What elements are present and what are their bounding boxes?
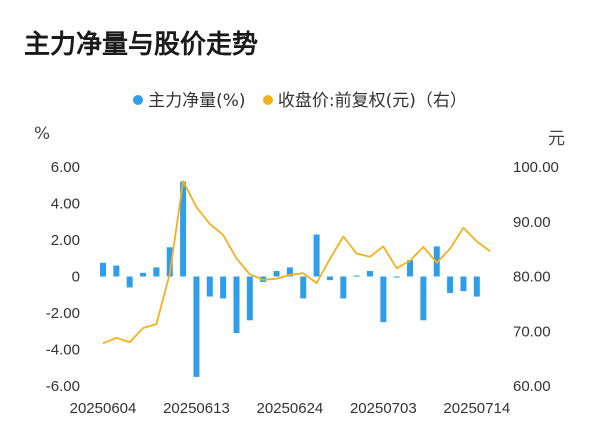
line-close-price [102,180,491,345]
bar-main-force [126,276,133,288]
legend-line-swatch [262,95,273,105]
bar-main-force [180,181,187,277]
y-right-tick-label: 80.00 [513,269,551,286]
x-tick-label: 20250703 [350,400,417,417]
y-left-tick-label: 0 [72,269,80,286]
y-left-tick-label: 4.00 [51,196,80,213]
y-right-tick-label: 70.00 [513,323,551,340]
y-left-tick-label: -6.00 [46,378,80,395]
bar-main-force [393,276,400,278]
bar-main-force [447,276,454,293]
y-right-tick-label: 90.00 [513,214,551,231]
legend-bar-swatch [133,95,144,105]
chart-legend: 主力净量(%) 收盘价:前复权(元)（右） [0,86,600,111]
legend-item-close-price: 收盘价:前复权(元)（右） [262,86,467,111]
y-left-tick-label: -4.00 [46,342,80,359]
bar-main-force [300,276,307,299]
y-left-tick-label: -2.00 [46,305,80,322]
y-right-tick-label: 100.00 [513,159,559,176]
bar-main-force [273,271,280,277]
bar-main-force [100,262,106,277]
bar-main-force [473,276,480,297]
x-tick-label: 20250714 [443,400,510,417]
y-left-tick-label: 2.00 [51,232,80,249]
x-tick-label: 20250613 [163,400,230,417]
bar-main-force [380,276,387,323]
y-left-tick-label: 6.00 [51,159,80,176]
bar-main-force [233,276,240,334]
bar-main-force [153,267,160,277]
bar-main-force [420,276,427,321]
x-tick-label: 20250604 [70,400,137,417]
legend-line-label: 收盘价:前复权(元)（右） [277,91,467,111]
left-axis-unit: % [34,124,51,144]
bar-main-force [407,260,414,277]
legend-item-main-force: 主力净量(%) [133,86,246,111]
bar-main-force [313,234,320,277]
chart-title: 主力净量与股价走势 [24,30,259,60]
bar-main-force [220,276,227,299]
bar-main-force [340,276,347,299]
bar-main-force [113,265,120,277]
bar-main-force [193,276,200,377]
bar-main-force [326,276,333,281]
bar-main-force [246,276,253,321]
right-axis-unit: 元 [548,129,565,149]
x-tick-label: 20250624 [257,400,324,417]
bar-main-force [140,272,147,277]
bar-main-force [166,247,173,277]
bar-main-force [367,271,373,277]
bar-main-force [353,275,360,277]
legend-bar-label: 主力净量(%) [148,91,246,111]
bar-main-force [286,267,293,277]
bar-main-force [460,276,467,292]
bar-main-force [206,276,213,297]
y-right-tick-label: 60.00 [513,378,551,395]
